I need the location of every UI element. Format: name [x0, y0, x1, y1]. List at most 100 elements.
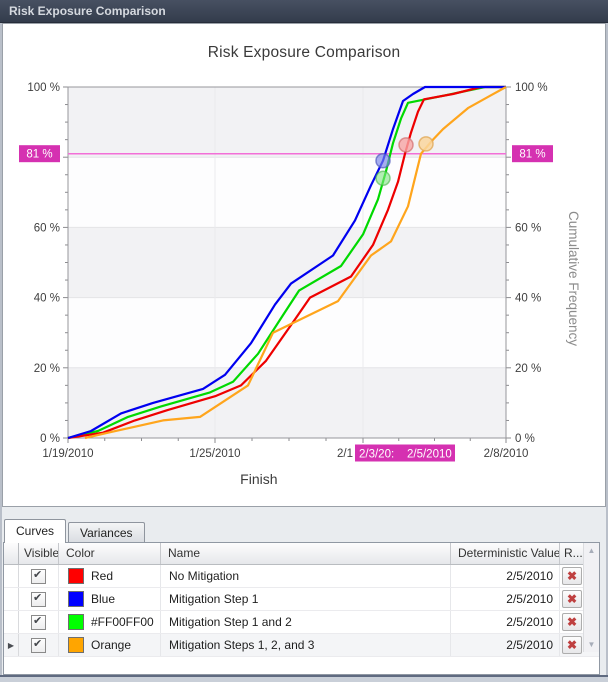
y-tick-label: 0 % [40, 433, 60, 445]
series-mitigation-step-1[interactable] [67, 85, 506, 440]
curves-table: Visible Color Name Deterministic Value R… [3, 542, 600, 675]
delete-x-icon: ✖ [566, 569, 578, 583]
svg-text:2/3/20:: 2/3/20: [359, 449, 394, 461]
threshold-label-left[interactable]: 81 % [19, 145, 60, 163]
color-swatch[interactable] [68, 637, 84, 653]
header-remove[interactable]: R... [560, 543, 584, 564]
table-header: Visible Color Name Deterministic Value R… [4, 543, 599, 565]
name-cell[interactable]: Mitigation Step 1 and 2 [161, 611, 451, 633]
remove-cell: ✖ [560, 611, 584, 633]
series-mitigation-step-1-and-2[interactable] [67, 85, 506, 440]
visible-checkbox[interactable]: ✔ [31, 591, 46, 607]
x-tick-label: 2/8/2010 [484, 448, 529, 460]
color-label: #FF00FF00 [91, 615, 154, 629]
table-row[interactable]: ✔ #FF00FF00 Mitigation Step 1 and 2 2/5/… [4, 611, 599, 634]
crossing-marker-dot[interactable] [375, 152, 391, 169]
visible-cell: ✔ [19, 588, 59, 610]
series-mitigation-steps-1-2-and-3[interactable] [84, 86, 507, 440]
deterministic-value: 2/5/2010 [451, 588, 560, 610]
table-row[interactable]: ✔ Blue Mitigation Step 1 2/5/2010 ✖ [4, 588, 599, 611]
y-tick-label: 100 % [27, 82, 60, 94]
delete-curve-button[interactable]: ✖ [562, 567, 582, 585]
y-tick-label: 100 % [515, 82, 548, 94]
delete-curve-button[interactable]: ✖ [562, 613, 582, 631]
crossing-marker-dot[interactable] [375, 170, 391, 187]
crossing-marker-dot[interactable] [418, 136, 434, 152]
remove-cell: ✖ [560, 588, 584, 610]
y-tick-label: 60 % [515, 222, 541, 234]
cumulative-frequency-chart[interactable]: 0 % 0 % 20 % 20 % 40 % 40 % 60 % 60 % 100 % 100 %… [3, 24, 607, 506]
header-color[interactable]: Color [59, 543, 161, 564]
name-cell[interactable]: Mitigation Steps 1, 2, and 3 [161, 634, 451, 656]
series-no-mitigation[interactable] [67, 85, 506, 440]
name-cell[interactable]: Mitigation Step 1 [161, 588, 451, 610]
delete-curve-button[interactable]: ✖ [562, 590, 582, 608]
color-cell: Red [59, 565, 161, 587]
delete-curve-button[interactable]: ✖ [562, 636, 582, 654]
chart-title: Risk Exposure Comparison [207, 44, 401, 61]
svg-text:81 %: 81 % [26, 149, 52, 161]
svg-text:81 %: 81 % [519, 149, 545, 161]
header-visible[interactable]: Visible [19, 543, 59, 564]
y-tick-label: 0 % [515, 433, 535, 445]
color-cell: Blue [59, 588, 161, 610]
scroll-up-icon[interactable]: ▲ [587, 546, 596, 555]
color-swatch[interactable] [68, 568, 84, 584]
row-indicator [4, 588, 19, 610]
row-indicator [4, 611, 19, 633]
visible-checkbox[interactable]: ✔ [31, 568, 46, 584]
plot-area[interactable] [67, 86, 507, 439]
x-tick-label: 2/1 [337, 448, 353, 460]
curve-name: Mitigation Step 1 [169, 592, 259, 606]
remove-cell: ✖ [560, 565, 584, 587]
crosshair-date-labels[interactable]: 2/3/20: 2/5/2010 [355, 444, 455, 462]
curve-name: Mitigation Step 1 and 2 [169, 615, 292, 629]
check-icon: ✔ [33, 568, 43, 581]
table-scrollbar[interactable]: ▲ ▼ [583, 543, 599, 652]
plot-band [68, 87, 506, 158]
tab-curves[interactable]: Curves [4, 519, 67, 543]
y-axis-title: Cumulative Frequency [566, 211, 581, 347]
visible-cell: ✔ [19, 611, 59, 633]
check-icon: ✔ [33, 614, 43, 627]
x-tick-label: 1/25/2010 [189, 448, 240, 460]
color-swatch[interactable] [68, 591, 84, 607]
header-indicator [4, 543, 19, 564]
tab-variances[interactable]: Variances [68, 522, 145, 543]
table-row[interactable]: ▶ ✔ Orange Mitigation Steps 1, 2, and 3 … [4, 634, 599, 657]
color-cell: #FF00FF00 [59, 611, 161, 633]
color-label: Red [91, 569, 114, 583]
chart-panel: Risk Exposure Comparison 0 % 0 % 20 % 20 % 4… [2, 23, 606, 507]
plot-band [68, 227, 506, 298]
table-body: ✔ Red No Mitigation 2/5/2010 ✖ ✔ Blue Mi… [4, 565, 599, 657]
plot-band [68, 157, 506, 228]
curve-name: No Mitigation [169, 569, 240, 583]
visible-checkbox[interactable]: ✔ [31, 637, 46, 653]
window-bottom-edge [0, 675, 608, 682]
visible-cell: ✔ [19, 634, 59, 656]
row-indicator [4, 565, 19, 587]
visible-checkbox[interactable]: ✔ [31, 614, 46, 630]
deterministic-value: 2/5/2010 [451, 634, 560, 656]
color-label: Blue [91, 592, 116, 606]
tab-strip: Curves Variances [4, 519, 147, 543]
x-axis-title: Finish [240, 471, 278, 487]
x-tick-label: 1/19/2010 [42, 448, 93, 460]
window-left-edge [0, 23, 2, 675]
visible-cell: ✔ [19, 565, 59, 587]
threshold-label-right[interactable]: 81 % [512, 145, 553, 163]
color-swatch[interactable] [68, 614, 84, 630]
delete-x-icon: ✖ [566, 615, 578, 629]
curve-name: Mitigation Steps 1, 2, and 3 [169, 638, 315, 652]
scroll-down-icon[interactable]: ▼ [587, 640, 596, 649]
header-deterministic-value[interactable]: Deterministic Value [451, 543, 560, 564]
crossing-marker-dot[interactable] [398, 137, 414, 153]
y-tick-label: 20 % [515, 363, 541, 375]
window-title-bar[interactable]: Risk Exposure Comparison [0, 0, 608, 23]
name-cell[interactable]: No Mitigation [161, 565, 451, 587]
table-row[interactable]: ✔ Red No Mitigation 2/5/2010 ✖ [4, 565, 599, 588]
deterministic-value: 2/5/2010 [451, 611, 560, 633]
color-label: Orange [91, 638, 132, 652]
header-name[interactable]: Name [161, 543, 451, 564]
